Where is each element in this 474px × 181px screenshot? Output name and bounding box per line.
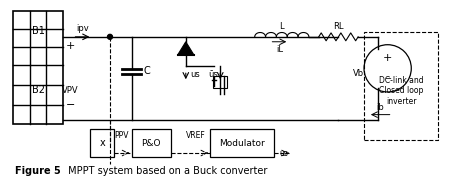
Text: C: C: [143, 66, 150, 76]
Text: PPV: PPV: [115, 131, 129, 140]
Text: P&O: P&O: [142, 139, 161, 148]
Bar: [90, 129, 114, 157]
Text: −: −: [384, 74, 391, 83]
Bar: [213, 76, 227, 88]
Text: −: −: [66, 100, 75, 110]
Text: us: us: [280, 149, 289, 157]
Bar: [210, 129, 274, 157]
Text: VREF: VREF: [186, 131, 206, 140]
Text: B1: B1: [32, 26, 45, 36]
Text: iL: iL: [276, 45, 283, 54]
Text: L: L: [279, 22, 283, 31]
Text: MPPT system based on a Buck converter: MPPT system based on a Buck converter: [64, 166, 267, 176]
Text: ib: ib: [376, 103, 383, 112]
Text: Figure 5: Figure 5: [16, 166, 61, 176]
Text: DC-link and
Closed loop
inverter: DC-link and Closed loop inverter: [379, 76, 424, 106]
Polygon shape: [178, 42, 194, 54]
Circle shape: [108, 34, 112, 39]
Text: us: us: [191, 70, 201, 79]
Text: B2: B2: [32, 85, 45, 95]
Bar: [364, 32, 438, 140]
Bar: [132, 129, 171, 157]
Text: RL: RL: [333, 22, 344, 31]
Bar: [13, 11, 63, 125]
Text: x: x: [99, 138, 105, 148]
Text: ipv: ipv: [76, 24, 89, 33]
Text: ūs: ūs: [209, 70, 218, 79]
Text: VPV: VPV: [62, 85, 79, 94]
Text: +: +: [383, 54, 392, 64]
Text: Vb: Vb: [353, 69, 364, 78]
Text: Modulator: Modulator: [219, 139, 265, 148]
Text: +: +: [66, 41, 75, 51]
